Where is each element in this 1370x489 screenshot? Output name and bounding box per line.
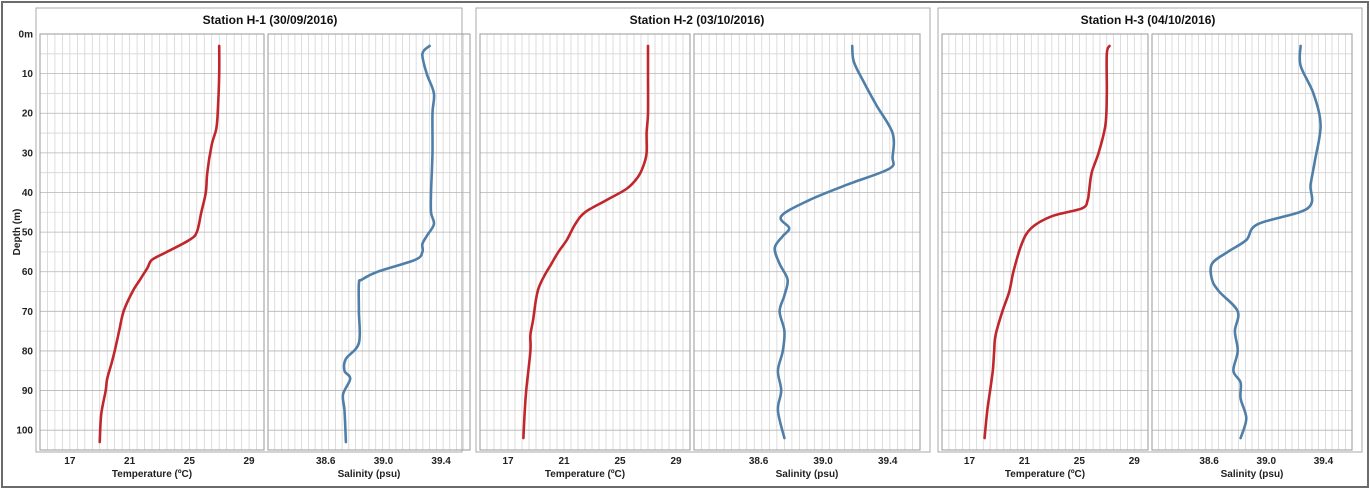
y-tick-label: 100	[16, 426, 33, 437]
temperature-profile-x-tick-label: 21	[124, 456, 136, 467]
temperature-profile-x-tick-label: 21	[1019, 456, 1031, 467]
temperature-profile-line	[983, 44, 1111, 440]
temperature-profile-x-tick-label: 25	[1074, 456, 1086, 467]
temperature-profile-x-tick-label: 17	[502, 456, 514, 467]
salinity-profile-x-tick-label: 39.0	[1257, 456, 1277, 467]
y-tick-label: 30	[22, 148, 34, 159]
salinity-profile-frame	[1151, 33, 1353, 451]
y-tick-label: 70	[22, 307, 34, 318]
salinity-profile-x-tick-label: 38.6	[1199, 456, 1219, 467]
y-tick-label: 40	[22, 188, 34, 199]
y-tick-label: 90	[22, 386, 34, 397]
temperature-profile-x-tick-label: 29	[1129, 456, 1141, 467]
y-tick-label: 20	[22, 109, 34, 120]
y-tick-label: 80	[22, 346, 34, 357]
salinity-profile-x-tick-label: 38.6	[316, 456, 336, 467]
salinity-profile-line	[1209, 44, 1322, 440]
salinity-profile-x-tick-label: 39.0	[813, 456, 833, 467]
y-tick-label: 10	[22, 69, 34, 80]
station-title: Station H-1 (30/09/2016)	[203, 13, 338, 27]
temperature-profile-x-tick-label: 29	[244, 456, 256, 467]
station-panel-3: Station H-3 (04/10/2016) 17 21 25 29 Temperat…	[937, 7, 1363, 480]
y-tick-label: 60	[22, 267, 34, 278]
temperature-profile-x-axis-label: Temperature (ºC)	[1005, 469, 1085, 480]
salinity-profile-frame	[693, 33, 921, 451]
temperature-profile-x-tick-label: 25	[614, 456, 626, 467]
temperature-profile-x-tick-label: 17	[964, 456, 976, 467]
salinity-profile-x-tick-label: 39.0	[374, 456, 394, 467]
salinity-profile-x-tick-label: 38.6	[749, 456, 769, 467]
salinity-profile-x-axis-label: Salinity (psu)	[776, 469, 839, 480]
salinity-profile-x-tick-label: 39.4	[1314, 456, 1334, 467]
salinity-profile-x-axis-label: Salinity (psu)	[338, 469, 401, 480]
temperature-profile-x-tick-label: 17	[64, 456, 76, 467]
temperature-profile-x-axis-label: Temperature (ºC)	[545, 469, 625, 480]
salinity-profile-x-tick-label: 39.4	[878, 456, 898, 467]
temperature-profile-x-tick-label: 21	[558, 456, 570, 467]
temperature-profile-frame	[941, 33, 1149, 451]
station-panel-border	[937, 7, 1363, 453]
y-axis-label: Depth (m)	[12, 209, 23, 256]
station-title: Station H-3 (04/10/2016)	[1081, 13, 1216, 27]
salinity-profile-line	[773, 44, 896, 440]
temperature-profile-frame	[39, 33, 265, 451]
temperature-profile-line	[98, 44, 221, 444]
y-tick-label: 0m	[19, 30, 34, 41]
y-tick-label: 50	[22, 228, 34, 239]
temperature-profile-x-axis-label: Temperature (ºC)	[112, 469, 192, 480]
station-title: Station H-2 (03/10/2016)	[630, 13, 765, 27]
salinity-profile-frame	[267, 33, 471, 451]
plot-area: Station H-1 (30/09/2016) 17 21 25 29 Temperat…	[16, 7, 1363, 480]
salinity-profile-x-tick-label: 39.4	[431, 456, 451, 467]
station-panel-border	[475, 7, 931, 453]
salinity-profile-line	[341, 44, 436, 444]
temperature-profile-x-tick-label: 29	[670, 456, 682, 467]
station-panel-1: Station H-1 (30/09/2016) 17 21 25 29 Temperat…	[35, 7, 471, 480]
temperature-profile-line	[522, 44, 650, 440]
station-panel-2: Station H-2 (03/10/2016) 17 21 25 29 Temperat…	[475, 7, 931, 480]
salinity-profile-x-axis-label: Salinity (psu)	[1221, 469, 1284, 480]
temperature-profile-x-tick-label: 25	[184, 456, 196, 467]
temperature-profile-frame	[479, 33, 691, 451]
